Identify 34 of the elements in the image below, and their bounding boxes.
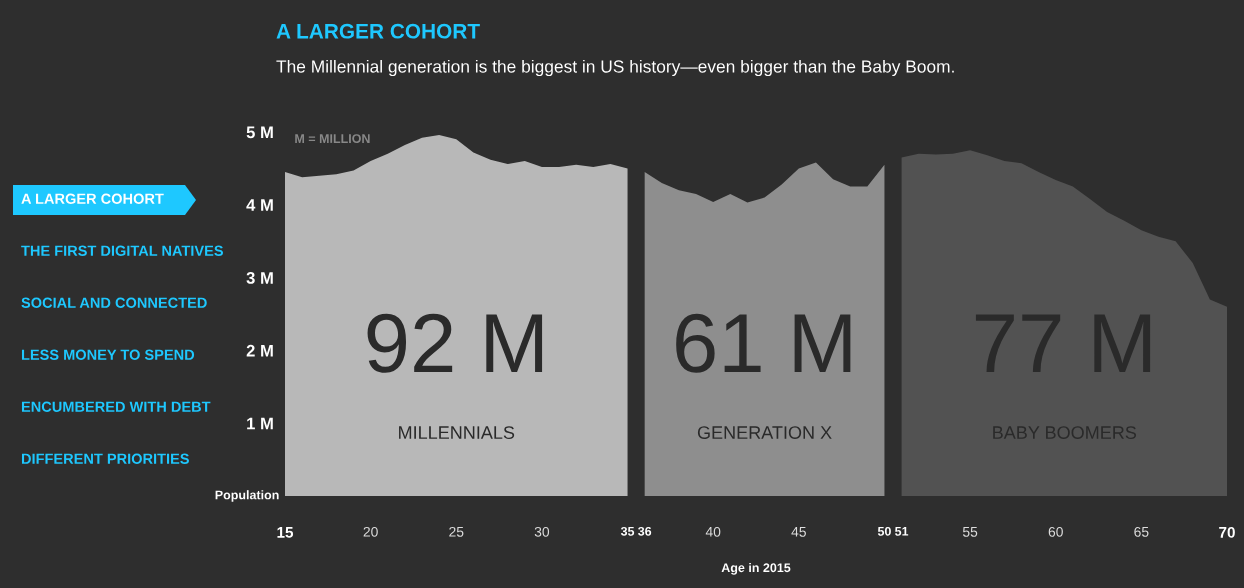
x-tick-label: 45: [791, 527, 806, 537]
y-tick-label: 4 M: [246, 199, 273, 211]
annotation: 61 M: [676, 313, 851, 373]
series-label: GENERATION X: [697, 426, 832, 439]
y-tick-label: 1 M: [247, 417, 273, 430]
x-axis-title: Age in 2015: [721, 562, 791, 575]
x-tick-label: 35: [620, 526, 635, 536]
x-tick-label: 50: [877, 526, 891, 536]
y-axis-title: Population: [215, 490, 279, 502]
text: SOCIAL AND CONNECTED: [21, 297, 207, 308]
x-tick-label: 70: [1219, 526, 1235, 538]
chart-subtitle: The Millennial generation is the biggest in US history—even bigger than the Baby Boom.: [276, 59, 954, 77]
x-tick-label: 55: [962, 527, 978, 537]
x-tick-label: 36: [638, 526, 652, 536]
text: THE FIRST DIGITAL NATIVES: [21, 245, 223, 256]
x-tick-label: 60: [1048, 526, 1063, 537]
x-tick-label: 30: [534, 526, 550, 537]
y-tick-label: 2 M: [246, 344, 273, 357]
x-tick-label: 65: [1134, 526, 1149, 537]
chart-title: A LARGER COHORT: [276, 23, 480, 39]
text: DIFFERENT PRIORITIES: [21, 453, 189, 464]
text: LESS MONEY TO SPEND: [21, 349, 195, 360]
series-label: MILLENNIALS: [399, 426, 515, 439]
x-tick-label: 40: [705, 526, 721, 537]
x-tick-label: 51: [895, 527, 909, 536]
x-tick-label: 15: [277, 527, 294, 538]
text: ENCUMBERED WITH DEBT: [21, 401, 211, 412]
y-tick-label: 3 M: [246, 272, 273, 284]
annotation: 92 M: [367, 313, 543, 373]
y-tick-label: 5 M: [246, 126, 273, 139]
text: A LARGER COHORT: [21, 193, 164, 204]
x-tick-label: 20: [363, 526, 378, 537]
x-tick-label: 25: [449, 526, 464, 537]
annotation: M = MILLION: [295, 134, 370, 143]
